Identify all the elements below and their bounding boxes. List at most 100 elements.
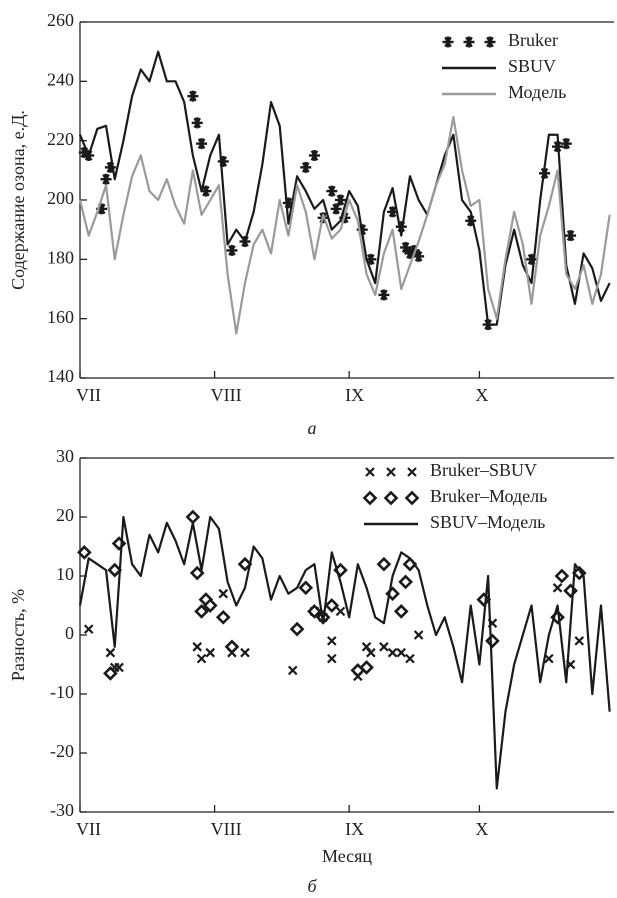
marker-stroke [224, 639, 240, 655]
marker [240, 647, 250, 658]
marker-stroke [215, 609, 231, 625]
marker [560, 138, 572, 150]
x-tick-label: VII [76, 819, 101, 839]
marker-stroke [383, 490, 399, 506]
marker [194, 604, 209, 619]
marker [327, 636, 337, 646]
marker [307, 604, 322, 619]
marker-stroke [574, 636, 585, 646]
marker [359, 660, 374, 675]
marker [386, 467, 396, 477]
marker [324, 598, 340, 613]
marker [407, 467, 417, 477]
marker [334, 194, 346, 206]
marker-stroke [307, 604, 322, 619]
marker [215, 609, 231, 625]
marker-stroke [379, 642, 389, 652]
marker [196, 653, 207, 664]
y-tick-label: 160 [47, 307, 74, 327]
y-tick-label: 220 [47, 129, 74, 149]
marker-stroke [105, 647, 116, 658]
y-tick-label: -20 [50, 741, 74, 761]
marker [476, 592, 492, 607]
y-axis-label: Содержание озона, е.Д. [8, 110, 28, 290]
marker-stroke [298, 580, 314, 596]
marker-stroke [185, 509, 201, 525]
legend-label: Bruker–Модель [430, 486, 547, 506]
marker-stroke [413, 630, 424, 640]
marker-stroke [396, 647, 407, 658]
marker [289, 621, 305, 637]
marker-stroke [376, 556, 392, 572]
marker-stroke [196, 653, 207, 664]
marker-stroke [361, 642, 372, 652]
marker [217, 155, 229, 167]
legend-label: SBUV [508, 56, 556, 76]
marker [335, 606, 346, 617]
x-tick-label: X [475, 819, 488, 839]
marker [83, 624, 94, 634]
marker [226, 244, 238, 256]
marker [107, 562, 123, 578]
marker-stroke [386, 467, 396, 477]
marker [205, 647, 216, 658]
marker-stroke [202, 598, 218, 613]
marker-stroke [194, 604, 209, 619]
marker-stroke [387, 647, 398, 658]
x-tick-label: X [475, 385, 488, 405]
marker [398, 574, 413, 590]
marker [189, 565, 205, 581]
marker [413, 250, 425, 262]
marker [326, 185, 338, 197]
marker [413, 630, 424, 640]
marker [485, 633, 500, 649]
marker-stroke [77, 545, 92, 560]
x-tick-label: IX [345, 819, 364, 839]
marker [361, 642, 372, 652]
marker [396, 647, 407, 658]
x-tick-label: VII [76, 385, 101, 405]
marker-stroke [218, 588, 229, 599]
marker-stroke [359, 660, 374, 675]
x-tick-label: VIII [211, 819, 242, 839]
marker [237, 556, 253, 572]
marker [376, 556, 392, 572]
caption: б [307, 876, 317, 896]
marker [563, 583, 578, 599]
legend-label: Модель [508, 82, 566, 102]
y-tick-label: 140 [47, 366, 74, 386]
y-tick-label: 30 [56, 446, 74, 466]
series-line [78, 515, 611, 790]
marker [393, 604, 409, 619]
marker [224, 639, 240, 655]
marker-stroke [103, 666, 118, 681]
y-tick-label: 240 [47, 69, 74, 89]
marker-stroke [237, 556, 253, 572]
marker [100, 173, 112, 185]
marker [442, 36, 454, 48]
marker [383, 490, 399, 506]
marker [327, 653, 337, 664]
marker-stroke [324, 598, 340, 613]
y-tick-label: 180 [47, 247, 74, 267]
marker [191, 117, 203, 129]
marker [554, 568, 570, 584]
marker [287, 665, 298, 676]
marker-stroke [335, 606, 346, 617]
legend-label: Bruker–SBUV [430, 460, 537, 480]
legend-label: Bruker [508, 30, 558, 50]
marker [187, 90, 199, 102]
x-axis-label: Месяц [322, 846, 372, 866]
y-tick-label: -10 [50, 682, 74, 702]
marker-stroke [404, 490, 420, 506]
y-tick-label: 200 [47, 188, 74, 208]
y-tick-label: 20 [56, 505, 74, 525]
marker-stroke [407, 467, 417, 477]
y-tick-label: -30 [50, 800, 74, 820]
marker [378, 289, 390, 301]
y-tick-label: 10 [56, 564, 74, 584]
marker-stroke [189, 565, 205, 581]
marker-stroke [362, 490, 378, 506]
y-tick-label: 260 [47, 10, 74, 30]
